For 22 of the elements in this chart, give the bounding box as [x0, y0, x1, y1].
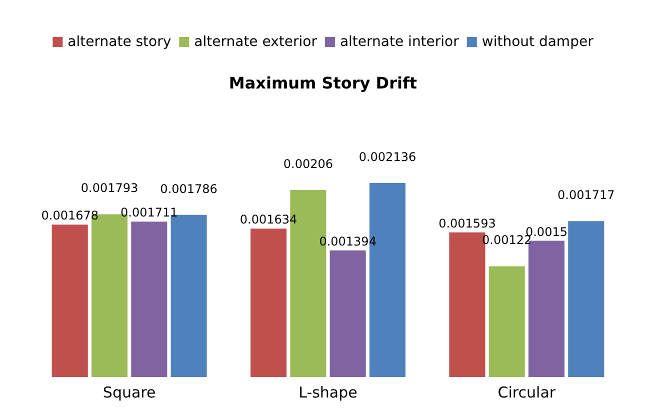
- legend-label: alternate story: [68, 34, 172, 50]
- data-label: 0.001786: [160, 182, 218, 196]
- x-tick-label: L-shape: [298, 384, 358, 402]
- bar: [568, 221, 604, 377]
- legend-label: without damper: [482, 34, 594, 50]
- chart-title: Maximum Story Drift: [228, 74, 418, 92]
- bar: [250, 228, 287, 377]
- data-label: 0.001678: [41, 208, 99, 223]
- data-label: 0.001711: [120, 206, 178, 220]
- bar: [330, 250, 366, 377]
- bar: [131, 222, 168, 377]
- data-label: 0.001793: [80, 181, 138, 196]
- data-label: 0.001717: [557, 188, 615, 202]
- data-label: 0.002136: [358, 150, 416, 164]
- x-tick-label: Square: [102, 384, 156, 402]
- data-label: 0.001593: [438, 216, 496, 230]
- legend-label: alternate exterior: [194, 34, 318, 50]
- bar: [52, 224, 88, 377]
- x-tick-label: Circular: [498, 384, 556, 402]
- legend-label: alternate interior: [340, 34, 460, 50]
- data-label: 0.00206: [283, 156, 333, 171]
- bar: [488, 266, 525, 377]
